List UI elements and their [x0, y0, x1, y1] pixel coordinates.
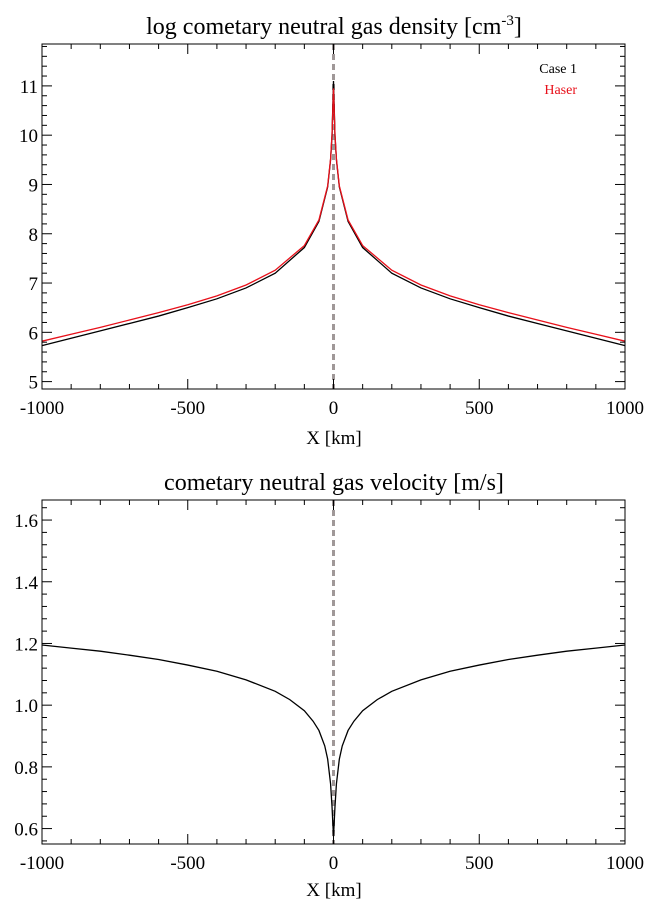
velocity-chart: cometary neutral gas velocity [m/s] -100… [14, 470, 644, 901]
x-tick-label: 500 [465, 398, 494, 419]
y-tick-label: 6 [29, 323, 39, 344]
series-line-case-1 [41, 80, 626, 347]
y-tick-label: 1.4 [14, 573, 38, 594]
velocity-x-axis-label: X [km] [306, 880, 361, 901]
y-tick-label: 9 [29, 175, 39, 196]
y-tick-label: 7 [29, 274, 39, 295]
density-chart: log cometary neutral gas density [cm-3] … [19, 13, 644, 449]
series-line-haser [41, 88, 626, 342]
legend-entry-case-1: Case 1 [539, 62, 577, 77]
y-tick-label: 8 [29, 225, 39, 246]
y-tick-label: 0.6 [14, 820, 38, 841]
y-tick-label: 5 [29, 373, 39, 394]
x-tick-label: -500 [170, 853, 205, 874]
density-x-axis-label: X [km] [306, 428, 361, 449]
y-tick-label: 1.2 [14, 634, 38, 655]
density-chart-title: log cometary neutral gas density [cm-3] [146, 13, 522, 40]
x-tick-label: 1000 [606, 398, 644, 419]
x-tick-label: -500 [170, 398, 205, 419]
x-tick-label: 1000 [606, 853, 644, 874]
y-tick-label: 10 [19, 126, 38, 147]
velocity-chart-title: cometary neutral gas velocity [m/s] [164, 470, 504, 496]
x-tick-label: 0 [329, 398, 339, 419]
y-tick-label: 1.6 [14, 511, 38, 532]
y-tick-label: 11 [20, 77, 38, 98]
x-tick-label: -1000 [20, 853, 64, 874]
y-tick-label: 0.8 [14, 758, 38, 779]
legend-entry-haser: Haser [544, 83, 577, 98]
x-tick-label: 500 [465, 853, 494, 874]
x-tick-label: -1000 [20, 398, 64, 419]
x-tick-label: 0 [329, 853, 339, 874]
y-tick-label: 1.0 [14, 696, 38, 717]
